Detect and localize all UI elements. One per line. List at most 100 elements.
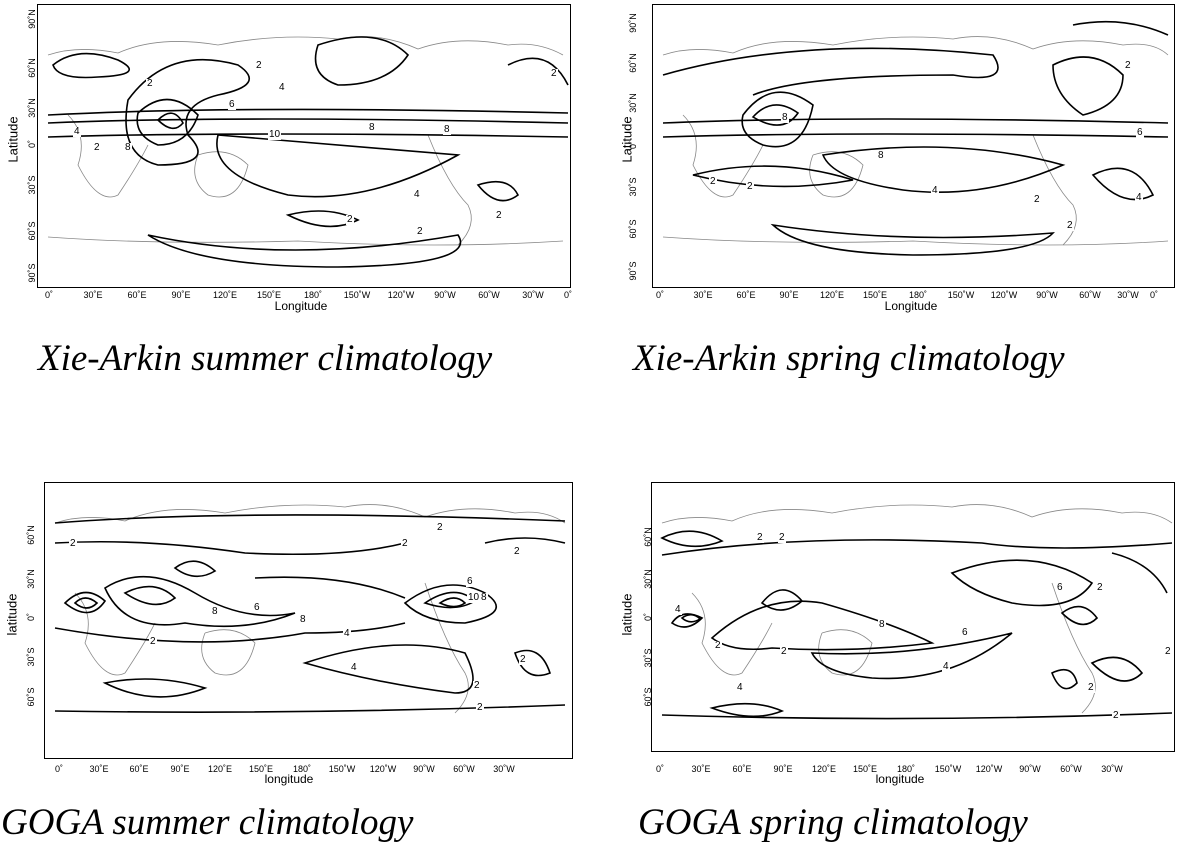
y-tick-label: 30˚S [26, 647, 36, 667]
y-tick-label: 60˚N [26, 525, 36, 545]
x-tick-label: 120˚E [811, 764, 837, 774]
x-tick-label: 60˚W [478, 290, 500, 300]
contour-label: 2 [778, 532, 786, 543]
x-tick-label: 0˚ [563, 290, 572, 300]
x-tick-label: 60˚W [1079, 290, 1101, 300]
panel-caption: GOGA spring climatology [638, 802, 1028, 843]
contour-label: 8 [124, 142, 132, 153]
x-tick-label: 90˚W [1036, 290, 1058, 300]
contour-label: 8 [299, 614, 307, 625]
y-tick-label: 0˚ [26, 613, 36, 622]
y-axis-title: latitude [619, 593, 635, 636]
x-tick-label: 0˚ [44, 290, 53, 300]
x-tick-label: 90˚W [1019, 764, 1041, 774]
y-tick-label: 90˚N [27, 9, 37, 29]
contour-label: 4 [1135, 192, 1143, 203]
x-tick-label: 90˚E [170, 764, 190, 774]
x-tick-label: 60˚E [732, 764, 752, 774]
x-tick-label: 120˚W [975, 764, 1003, 774]
contour-label: 2 [416, 226, 424, 237]
y-tick-label: 60˚S [27, 221, 37, 241]
x-tick-label: 60˚E [129, 764, 149, 774]
contour-label: 2 [146, 78, 154, 89]
precip-contours [660, 530, 1173, 720]
x-tick-label: 150˚W [947, 290, 975, 300]
y-tick-label: 90˚S [628, 261, 638, 281]
contour-label: 4 [343, 628, 351, 639]
contour-label: 2 [550, 68, 558, 79]
x-tick-label: 120˚E [212, 290, 238, 300]
panel-caption: Xie-Arkin summer climatology [38, 338, 493, 379]
y-tick-label: 60˚N [628, 53, 638, 73]
contour-label: 2 [1087, 682, 1095, 693]
map-frame: 2 2 4 6 2 2 8 6 4 4 2 2 2 2 [651, 482, 1175, 752]
contour-label: 8 [368, 122, 376, 133]
contour-label: 2 [69, 538, 77, 549]
x-tick-label: 150˚E [862, 290, 888, 300]
contour-label: 2 [1124, 60, 1132, 71]
x-tick-label: 60˚W [453, 764, 475, 774]
x-tick-label: 120˚E [207, 764, 233, 774]
y-tick-label: 30˚S [27, 175, 37, 195]
contour-label: 2 [519, 654, 527, 665]
contour-label: 2 [93, 142, 101, 153]
x-tick-label: 60˚W [1060, 764, 1082, 774]
x-tick-label: 30˚E [83, 290, 103, 300]
x-tick-label: 30˚E [693, 290, 713, 300]
contour-label: 2 [1096, 582, 1104, 593]
contour-label: 2 [1112, 710, 1120, 721]
contour-label: 2 [756, 532, 764, 543]
contour-label: 8 [878, 619, 886, 630]
contour-label: 4 [736, 682, 744, 693]
contour-label: 6 [1136, 127, 1144, 138]
x-tick-label: 30˚E [89, 764, 109, 774]
y-tick-label: 30˚N [26, 569, 36, 589]
contour-label: 8 [781, 112, 789, 123]
contour-label: 6 [961, 627, 969, 638]
y-tick-label: 90˚S [27, 263, 37, 283]
coastlines [662, 36, 1169, 246]
x-tick-label: 180˚ [896, 764, 915, 774]
y-tick-label: 30˚N [628, 93, 638, 113]
y-axis-title: latitude [4, 593, 20, 636]
contour-map [54, 504, 566, 714]
map-frame: 2 2 8 8 6 2 2 4 4 2 [652, 4, 1175, 288]
x-axis-title: longitude [875, 772, 925, 786]
x-tick-label: 180˚ [908, 290, 927, 300]
x-tick-label: 90˚E [171, 290, 191, 300]
contour-label: 6 [253, 602, 261, 613]
contour-label: 2 [436, 522, 444, 533]
x-tick-label: 30˚W [493, 764, 515, 774]
y-tick-label: 0˚ [628, 141, 638, 150]
contour-label: 4 [73, 126, 81, 137]
contour-label: 6 [228, 99, 236, 110]
contour-label: 2 [513, 546, 521, 557]
contour-label: 2 [346, 214, 354, 225]
x-tick-label: 90˚E [779, 290, 799, 300]
contour-map [47, 36, 569, 268]
contour-label: 6 [1056, 582, 1064, 593]
precip-contours [662, 20, 1169, 256]
y-tick-label: 0˚ [27, 140, 37, 149]
contour-label: 2 [1066, 220, 1074, 231]
contour-label: 2 [1033, 194, 1041, 205]
contour-label: 4 [350, 662, 358, 673]
x-tick-label: 150˚E [852, 764, 878, 774]
panel-caption: Xie-Arkin spring climatology [633, 338, 1065, 379]
x-tick-label: 60˚E [736, 290, 756, 300]
contour-label: 4 [674, 604, 682, 615]
contour-label: 6 [466, 576, 474, 587]
y-tick-label: 60˚N [27, 58, 37, 78]
contour-label: 2 [709, 176, 717, 187]
x-tick-label: 120˚W [990, 290, 1018, 300]
x-tick-label: 30˚E [691, 764, 711, 774]
precip-contours [54, 514, 566, 713]
x-tick-label: 120˚W [387, 290, 415, 300]
map-frame: 2 2 2 4 4 2 6 8 8 10 8 4 2 2 2 [37, 4, 571, 288]
panel-caption: GOGA summer climatology [1, 802, 414, 843]
y-tick-label: 30˚S [628, 177, 638, 197]
x-tick-label: 120˚W [369, 764, 397, 774]
contour-label: 2 [746, 181, 754, 192]
x-tick-label: 120˚E [819, 290, 845, 300]
contour-label: 10 [268, 129, 282, 140]
